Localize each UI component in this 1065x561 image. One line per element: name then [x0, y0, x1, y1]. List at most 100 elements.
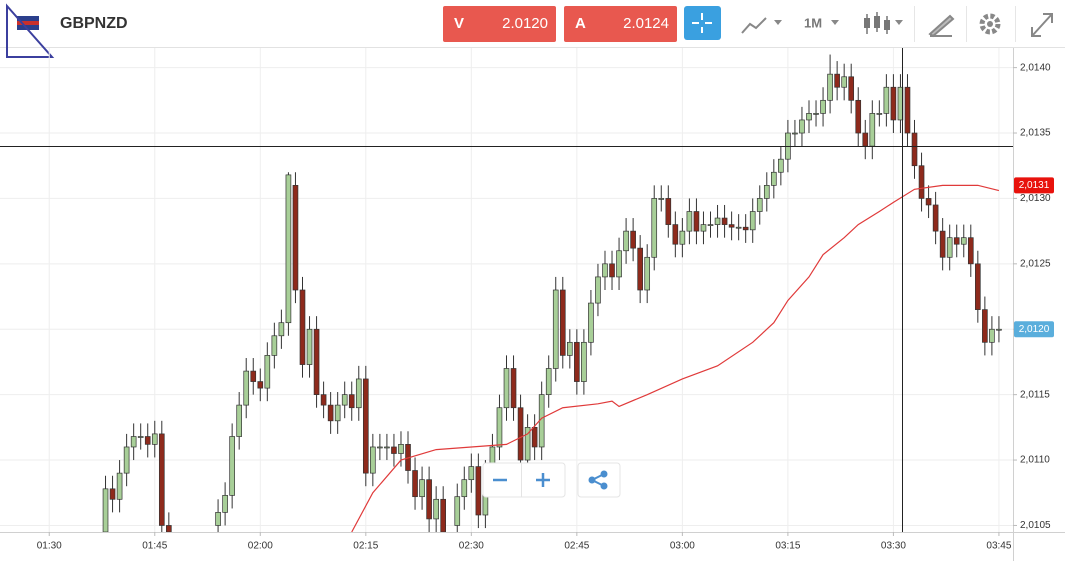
candle-body: [545, 368, 552, 395]
candle-body: [616, 250, 622, 278]
candle-body: [151, 433, 158, 445]
candle-body: [911, 132, 918, 167]
candle-body: [123, 446, 130, 474]
zoom-panel: [482, 462, 566, 498]
candle-body: [285, 174, 292, 324]
candle-body: [672, 224, 679, 245]
y-tick-label: 2,0105: [1020, 520, 1051, 531]
candle-body: [700, 224, 707, 232]
candle-body: [327, 404, 334, 422]
candle-body: [377, 446, 383, 449]
candle-body: [953, 237, 960, 245]
candle-body: [355, 378, 362, 409]
chart-type-icon[interactable]: [741, 17, 767, 34]
candle-body: [918, 165, 925, 199]
buy-price[interactable]: 2.0124: [623, 15, 669, 32]
candle-body: [820, 99, 826, 114]
candle-body: [440, 498, 446, 532]
settings-icon[interactable]: [979, 13, 1001, 35]
candle-body: [883, 86, 890, 114]
share-dot: [600, 470, 608, 478]
candle-body: [257, 381, 264, 389]
candle-body: [426, 479, 432, 520]
candle-body: [595, 276, 601, 304]
candle-body: [799, 119, 805, 134]
share-button[interactable]: [577, 462, 621, 498]
candle-body: [588, 302, 594, 343]
share-dot: [600, 482, 608, 490]
candle-body: [932, 204, 939, 232]
candle-icon-body: [884, 20, 890, 30]
drawing-icon[interactable]: [928, 14, 955, 38]
candle-body: [855, 99, 862, 134]
timeframe[interactable]: 1M: [804, 15, 822, 30]
sell-label[interactable]: V: [454, 15, 464, 32]
candle-body: [552, 289, 559, 369]
x-tick-label: 03:30: [881, 541, 906, 552]
collapse-icon[interactable]: [1031, 13, 1053, 37]
candle-body: [313, 328, 320, 395]
candle-icon-body: [874, 16, 880, 28]
candle-body: [869, 113, 876, 147]
share-dot: [588, 476, 596, 484]
plot-area: [102, 54, 1002, 532]
price-tag: [1014, 177, 1054, 194]
candle-body: [644, 256, 651, 291]
candle-body: [982, 309, 988, 343]
candle-body: [144, 436, 151, 445]
candle-body: [250, 370, 257, 382]
dropdown-arrow: [895, 20, 903, 25]
candle-body: [130, 436, 137, 448]
candle-body: [341, 394, 348, 406]
candle-body: [904, 86, 911, 134]
price-tag: [1014, 321, 1054, 338]
y-tick-label: 2,0110: [1020, 455, 1050, 466]
candle-body: [749, 211, 756, 231]
y-tick-label: 2,0130: [1020, 193, 1051, 204]
candle-body: [581, 341, 587, 382]
candle-body: [939, 230, 946, 258]
candle-body: [391, 446, 397, 454]
flag-stripe: [17, 21, 39, 25]
price-tag-label: 2,0120: [1019, 324, 1050, 335]
corner-marker: [6, 3, 55, 58]
candle-body: [686, 211, 693, 232]
candle-body: [384, 446, 390, 449]
candle-body: [756, 198, 763, 212]
candle-body: [778, 158, 784, 173]
candle-body: [137, 436, 144, 438]
candle-body: [728, 224, 735, 228]
candle-body: [334, 404, 341, 422]
settings-icon-center: [987, 21, 993, 27]
candle-body: [707, 224, 714, 226]
sell-button[interactable]: [443, 6, 556, 42]
candle-body: [320, 394, 327, 406]
crosshair-button[interactable]: [684, 6, 721, 40]
x-tick-label: 01:45: [142, 541, 167, 552]
price-tag-label: 2,0131: [1019, 180, 1050, 191]
dropdown-arrow: [831, 20, 839, 25]
candle-body: [827, 73, 833, 101]
candle-body: [623, 230, 629, 252]
candle-body: [630, 230, 636, 249]
candle-body: [158, 433, 165, 526]
sell-price[interactable]: 2.0120: [502, 15, 548, 32]
candle-body: [925, 198, 932, 206]
candle-body: [116, 472, 123, 500]
x-tick-label: 01:30: [37, 541, 62, 552]
candle-body: [475, 466, 482, 516]
candle-body: [299, 289, 306, 365]
candle-body: [567, 341, 573, 356]
candle-body: [109, 488, 116, 500]
buy-label[interactable]: A: [575, 15, 586, 32]
candle-body: [848, 76, 855, 101]
x-tick-label: 03:45: [986, 541, 1011, 552]
candle-body: [890, 86, 897, 121]
candle-body: [454, 496, 461, 526]
zoom-in[interactable]: [536, 473, 550, 487]
buy-button[interactable]: [564, 6, 677, 42]
candle-body: [996, 328, 1002, 331]
x-tick-label: 02:30: [459, 541, 484, 552]
candle-body: [348, 394, 355, 409]
